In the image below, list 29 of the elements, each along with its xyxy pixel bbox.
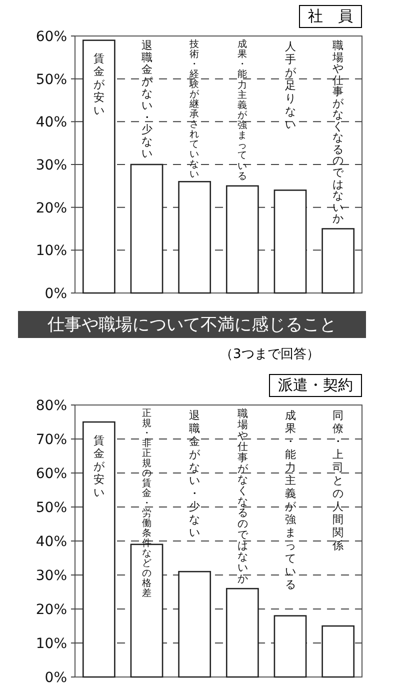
y-tick-label: 80% (36, 398, 67, 414)
chart-title: 仕事や職場について不満に感じること (18, 311, 366, 338)
text: 社 員 (299, 5, 362, 28)
y-tick-label: 60% (36, 466, 67, 482)
x-tick-label: 賃金が安い (93, 52, 104, 118)
y-tick-label: 30% (36, 568, 67, 584)
y-tick-label: 0% (44, 670, 67, 686)
category-label: 技術・経験が継承されていない (190, 39, 200, 180)
category-label: 成果・能力主義が強まっている (237, 39, 248, 182)
category-label: 職場や仕事がなくなるのではないか (237, 408, 248, 585)
category-label: 職場や仕事がなくなるのではないか (332, 39, 344, 226)
y-tick-label: 30% (36, 158, 67, 174)
chart-subtitle: （3つまで回答） (220, 346, 320, 363)
y-tick-label: 50% (36, 72, 67, 88)
y-tick-label: 20% (36, 200, 67, 216)
y-tick-label: 50% (36, 500, 67, 516)
y-tick-label: 40% (36, 114, 67, 131)
y-tick-label: 10% (36, 636, 67, 652)
y-tick-label: 10% (36, 243, 67, 260)
y-tick-label: 20% (36, 602, 67, 618)
y-tick-label: 0% (44, 286, 67, 302)
y-tick-label: 60% (36, 29, 67, 45)
category-label: 退職金がない・少ない (189, 409, 200, 539)
category-label: 同僚・上司との人間関係 (332, 409, 344, 552)
x-tick-label: 人手が足りない (284, 40, 296, 131)
y-tick-label: 70% (36, 432, 67, 448)
x-tick-label: 賃金が安い (93, 434, 104, 499)
text: 派遣・契約 (269, 374, 362, 397)
y-tick-label: 40% (36, 534, 67, 550)
